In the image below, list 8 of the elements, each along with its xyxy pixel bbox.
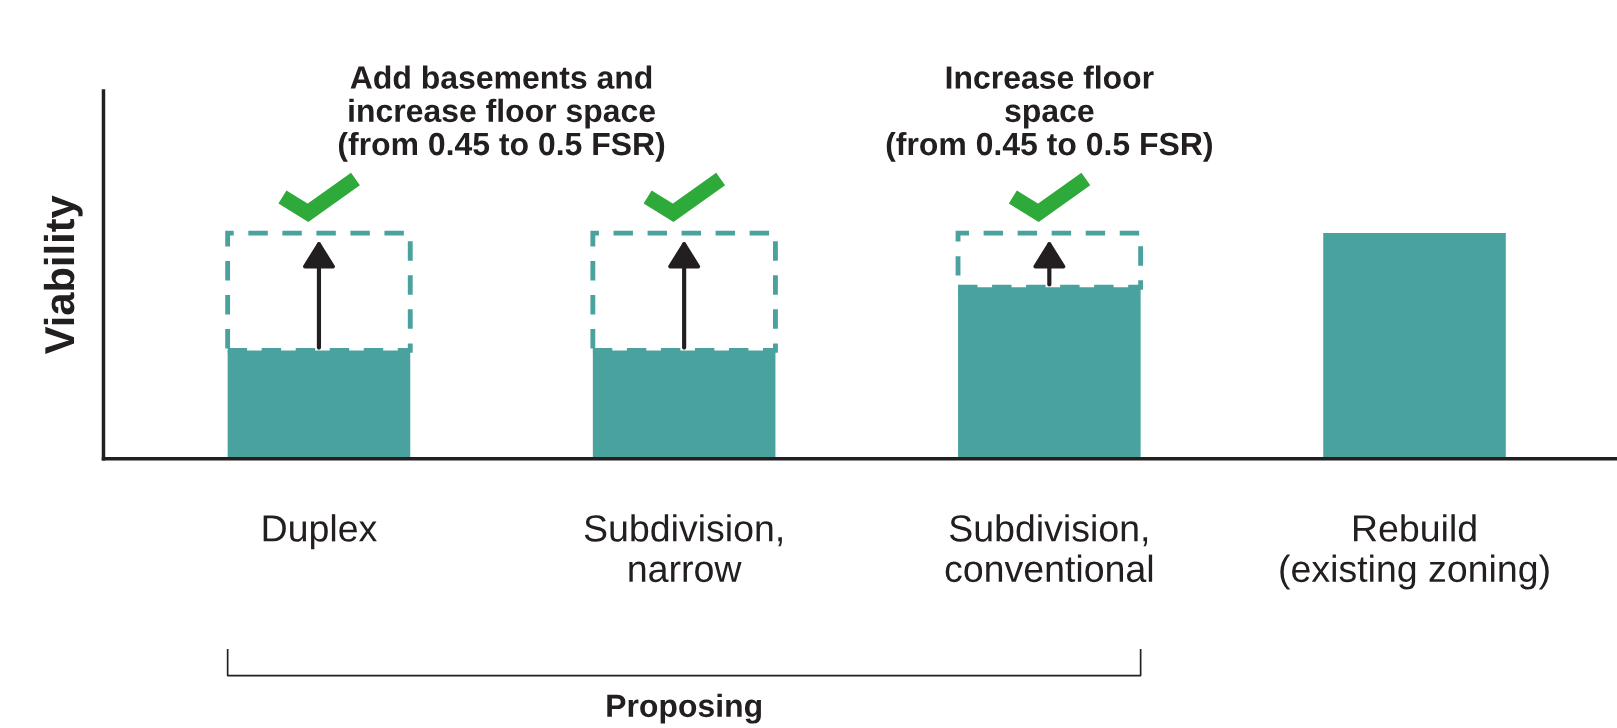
x-tick-label: Rebuild (existing zoning) (1280, 514, 1549, 590)
x-tick-label: Duplex (263, 514, 377, 550)
text: Increase floor space (from 0.45 to 0.5 FSR) (886, 65, 1212, 162)
x-tick-label: Subdivision, narrow (584, 514, 782, 583)
y-axis-title: Viability (43, 195, 83, 355)
text: Proposing (607, 693, 761, 724)
x-tick-label: Subdivision, conventional (945, 514, 1153, 583)
text: Add basements and increase floor space (from 0.45 to 0.5 FSR) (338, 65, 665, 162)
